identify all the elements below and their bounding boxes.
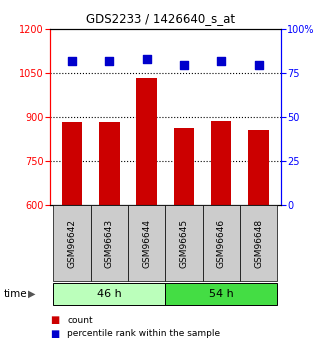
Text: time: time (3, 289, 27, 299)
Bar (128, 205, 165, 281)
Bar (54, 205, 91, 281)
Bar (62, 122, 82, 205)
Text: ■: ■ (50, 315, 59, 325)
Bar (54, 283, 165, 305)
Bar (248, 130, 269, 205)
Point (181, 62, 187, 67)
Text: GSM96643: GSM96643 (105, 219, 114, 268)
Point (256, 62, 261, 67)
Bar (99, 122, 120, 205)
Text: 54 h: 54 h (209, 289, 234, 299)
Text: GSM96645: GSM96645 (179, 219, 188, 268)
Text: 46 h: 46 h (97, 289, 122, 299)
Text: GSM96642: GSM96642 (68, 219, 77, 268)
Bar (165, 205, 203, 281)
Bar (240, 205, 277, 281)
Point (144, 57, 149, 62)
Text: GSM96644: GSM96644 (142, 219, 151, 268)
Text: ■: ■ (50, 329, 59, 338)
Bar (203, 205, 240, 281)
Text: GDS2233 / 1426640_s_at: GDS2233 / 1426640_s_at (86, 12, 235, 25)
Bar (136, 78, 157, 205)
Bar (91, 205, 128, 281)
Bar (211, 121, 231, 205)
Text: count: count (67, 316, 93, 325)
Point (219, 58, 224, 64)
Point (107, 58, 112, 64)
Text: GSM96646: GSM96646 (217, 219, 226, 268)
Text: percentile rank within the sample: percentile rank within the sample (67, 329, 221, 338)
Text: GSM96648: GSM96648 (254, 219, 263, 268)
Bar (165, 283, 277, 305)
Point (70, 58, 75, 64)
Text: ▶: ▶ (28, 289, 36, 299)
Bar (174, 128, 194, 205)
